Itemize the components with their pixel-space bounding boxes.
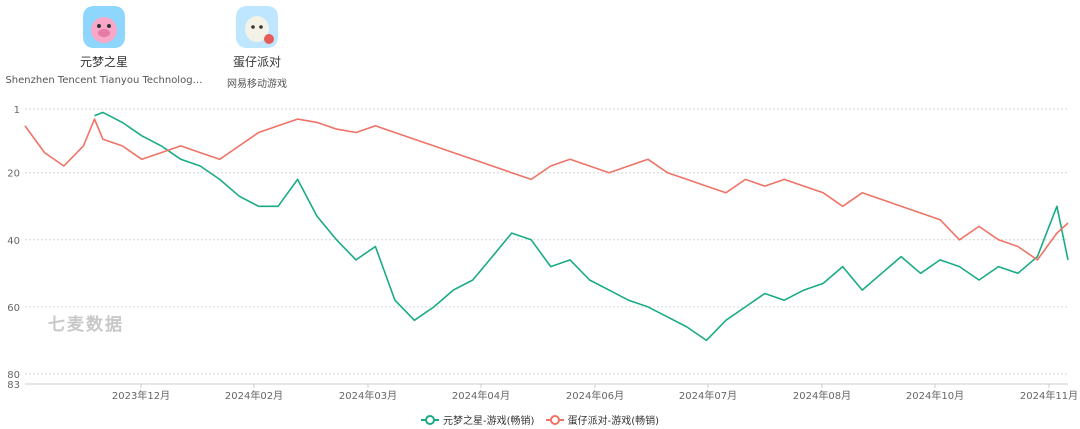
x-tick-label: 2023年12月 [112, 389, 170, 402]
x-tick-label: 2024年10月 [906, 389, 964, 402]
x-tick-label: 2024年02月 [225, 389, 283, 402]
watermark: 七麦数据 [48, 315, 124, 335]
series-line-yuanmeng [94, 111, 1069, 342]
series-lines [24, 111, 1069, 342]
legend-item-yuanmeng[interactable]: 元梦之星-游戏(畅销) [420, 412, 535, 427]
x-tick-label: 2024年07月 [679, 389, 737, 402]
legend-swatch [420, 414, 439, 425]
legend: 元梦之星-游戏(畅销) 蛋仔派对-游戏(畅销) [0, 412, 1080, 428]
x-tick-label: 2024年06月 [566, 389, 624, 402]
y-tick-label: 1 [14, 105, 20, 116]
legend-item-danzai[interactable]: 蛋仔派对-游戏(畅销) [545, 412, 660, 427]
legend-label: 元梦之星-游戏(畅销) [442, 416, 535, 427]
pink-pig-app-icon [83, 6, 125, 48]
x-tick-label: 2024年03月 [339, 389, 397, 402]
app-publisher: Shenzhen Tencent Tianyou Technolog… [5, 75, 203, 86]
y-tick-label: 80 [7, 370, 20, 381]
app-card-danzai[interactable]: 蛋仔派对 网易移动游戏 [157, 6, 357, 90]
y-tick-label: 20 [7, 169, 20, 180]
y-tick-label: 40 [7, 236, 20, 247]
app-name: 元梦之星 [79, 55, 128, 69]
egg-party-app-icon [236, 6, 278, 48]
app-publisher: 网易移动游戏 [227, 79, 287, 90]
x-axis: 2023年12月 2024年02月 2024年03月 2024年04月 2024年06月… [25, 383, 1078, 402]
series-line-danzai [24, 118, 1069, 261]
y-tick-label: 83 [7, 380, 20, 391]
y-tick-label: 60 [7, 303, 20, 314]
grid-lines [25, 108, 1068, 385]
app-card-yuanmeng[interactable]: 元梦之星 Shenzhen Tencent Tianyou Technolog… [4, 6, 204, 86]
x-tick-label: 2024年08月 [793, 389, 851, 402]
legend-label: 蛋仔派对-游戏(畅销) [567, 416, 660, 427]
legend-swatch [545, 414, 564, 425]
x-tick-label: 2024年04月 [452, 389, 510, 402]
x-tick-label: 2024年11月 [1020, 389, 1078, 402]
app-name: 蛋仔派对 [232, 55, 281, 69]
